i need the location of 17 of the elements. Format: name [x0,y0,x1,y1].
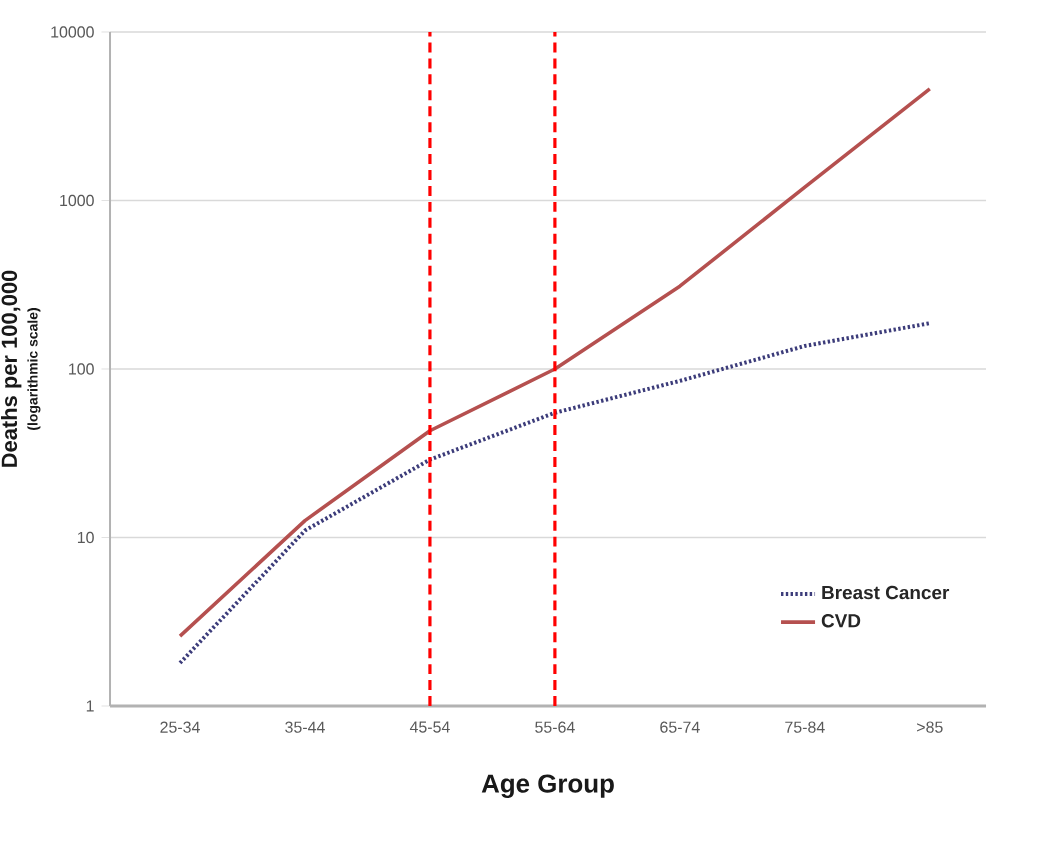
x-tick-label: 75-84 [785,721,825,733]
y-tick-label: 1000 [60,194,94,207]
x-tick-label: 65-74 [660,721,700,733]
x-tick-label: 35-44 [285,721,325,733]
x-tick-label: 25-34 [160,721,200,733]
y-axis-title: Deaths per 100,000 [0,270,22,467]
y-tick-label: 1 [86,700,94,712]
y-tick-label: 100 [69,363,94,375]
y-tick-label: 10000 [51,26,94,38]
legend-label: CVD [821,614,861,628]
x-axis-title: Age Group [481,774,614,798]
legend-label: Breast Cancer [822,585,950,600]
x-tick-label: 55-64 [535,721,575,733]
x-tick-label: >85 [917,721,943,733]
text: (logarithmic scale) [27,308,41,430]
x-tick-label: 45-54 [409,721,450,733]
y-tick-label: 10 [77,531,94,544]
